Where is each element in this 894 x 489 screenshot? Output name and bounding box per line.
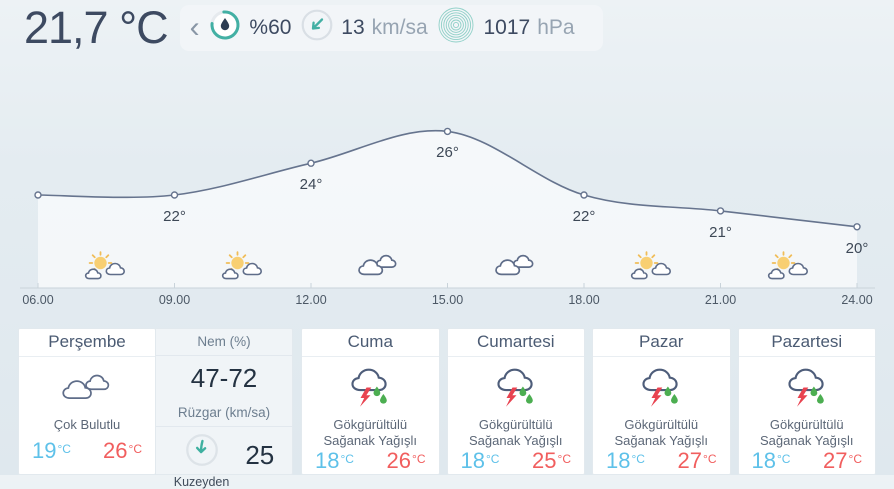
data-point-marker	[170, 191, 179, 199]
thunderstorm-icon	[739, 357, 876, 416]
thunderstorm-icon	[302, 357, 439, 416]
day-card-cuma[interactable]: Cuma Gökgürültülü Sağanak Yağışlı 18°C 2…	[301, 328, 440, 475]
condition-text: Gökgürültülü Sağanak Yağışlı	[469, 417, 563, 448]
axis-time-label: 18.00	[568, 293, 600, 307]
axis-time-label: 24.00	[841, 293, 873, 307]
chart-temp-label: 26°	[436, 144, 459, 162]
chart-temp-label: 21°	[709, 223, 732, 241]
humidity-range-value: 47-72	[190, 363, 258, 393]
axis-time-label: 15.00	[431, 293, 464, 307]
wind-direction: Kuzeyden	[173, 431, 230, 489]
humidity-metric: %60	[208, 8, 291, 47]
wind-from-north-icon	[183, 431, 221, 474]
axis-time-label: 12.00	[295, 293, 327, 307]
temps-row: 19°C 26°C	[19, 438, 155, 474]
chart-weather-icon-partly-sunny	[767, 251, 811, 290]
temps-row: 18°C 25°C	[448, 448, 585, 484]
day-card-persembe[interactable]: Perşembe Çok Bulutlu 19°C 26°C	[18, 328, 156, 475]
wind-speed-unit: km/sa	[371, 15, 428, 39]
data-point-marker	[716, 207, 725, 215]
wind-metric: 13 km/sa	[300, 8, 428, 47]
wind-label: Rüzgar (km/sa)	[156, 400, 292, 427]
chart-weather-icon-cloudy	[357, 251, 401, 284]
day-name: Perşembe	[19, 329, 155, 357]
thunderstorm-icon	[448, 357, 585, 416]
wind-direction-label: Kuzeyden	[173, 475, 230, 489]
min-temperature: 19°C	[32, 438, 71, 463]
chart-weather-icon-partly-sunny	[630, 251, 674, 290]
min-temperature: 18°C	[751, 448, 791, 474]
chart-temp-label: 24°	[299, 176, 323, 194]
temperature-curve	[20, 127, 875, 289]
day-card-pazar[interactable]: Pazar Gökgürültülü Sağanak Yağışlı 18°C …	[592, 328, 731, 475]
current-temperature: 21,7 °C	[24, 1, 169, 53]
condition-text: Gökgürültülü Sağanak Yağışlı	[323, 417, 417, 448]
humidity-gauge-icon	[208, 8, 242, 47]
chart-weather-icon-partly-sunny	[84, 251, 128, 290]
data-point-marker	[307, 159, 315, 167]
max-temperature: 26°C	[103, 438, 142, 463]
top-bar: 21,7 °C ‹ %60 13 km/sa	[0, 0, 894, 55]
pressure-unit: hPa	[537, 15, 575, 39]
day-name: Pazar	[593, 329, 730, 357]
temps-row: 18°C 26°C	[302, 448, 439, 484]
max-temperature: 27°C	[677, 448, 717, 474]
max-temperature: 27°C	[823, 448, 862, 474]
chart-weather-icon-cloudy	[494, 251, 538, 284]
hourly-temperature-chart: 22° 24° 26° 22° 21° 20° 06.00 09.00 12.00 15.00 18…	[0, 55, 894, 308]
cloudy-icon	[19, 357, 155, 416]
wind-speed-value: 13	[341, 15, 365, 39]
temps-row: 18°C 27°C	[739, 448, 876, 484]
axis-time-label: 06.00	[22, 293, 54, 307]
max-temperature: 25°C	[532, 448, 571, 474]
day-name: Cuma	[302, 329, 439, 357]
pressure-value: 1017	[483, 15, 531, 39]
humidity-label: Nem (%)	[156, 329, 292, 356]
chart-temp-label: 22°	[572, 208, 596, 225]
min-temperature: 18°C	[315, 448, 354, 474]
wind-direction-icon	[300, 8, 334, 47]
temperature-area-fill	[38, 130, 857, 288]
data-point-marker	[34, 191, 42, 199]
pressure-rings-icon	[436, 5, 476, 50]
data-point-marker	[853, 223, 861, 231]
condition-text: Çok Bulutlu	[53, 417, 121, 432]
data-point-marker	[443, 127, 452, 136]
chart-temp-label: 20°	[845, 239, 869, 257]
max-temperature: 26°C	[386, 448, 426, 474]
chart-weather-icon-partly-sunny	[221, 251, 265, 290]
wind-row: Kuzeyden 25	[156, 427, 292, 489]
chevron-left-icon[interactable]: ‹	[189, 10, 200, 44]
min-temperature: 18°C	[460, 448, 500, 474]
chart-temp-label: 22°	[163, 208, 186, 225]
wind-speed: 25	[245, 440, 275, 470]
condition-text: Gökgürültülü Sağanak Yağışlı	[760, 417, 854, 448]
day-name: Cumartesi	[447, 329, 584, 357]
thunderstorm-icon	[593, 357, 730, 416]
day-card-pazartesi[interactable]: Pazartesi Gökgürültülü Sağanak Yağışlı 1…	[737, 328, 876, 475]
data-point-marker	[580, 191, 588, 199]
today-stats-panel: Nem (%) 47-72 Rüzgar (km/sa) Kuzeyden 25	[156, 328, 293, 489]
temps-row: 18°C 27°C	[593, 448, 730, 484]
min-temperature: 18°C	[606, 448, 645, 474]
metrics-panel: ‹ %60 13 km/sa	[179, 4, 603, 51]
forecast-cards: Perşembe Çok Bulutlu 19°C 26°C Nem (%) 4…	[0, 328, 894, 489]
day-name: Pazartesi	[738, 329, 875, 357]
humidity-value: %60	[249, 15, 292, 39]
today-group: Perşembe Çok Bulutlu 19°C 26°C Nem (%) 4…	[18, 328, 294, 489]
day-card-cumartesi[interactable]: Cumartesi Gökgürültülü Sağanak Yağışlı 1…	[446, 328, 585, 475]
axis-time-label: 21.00	[704, 293, 737, 307]
pressure-metric: 1017 hPa	[436, 5, 575, 50]
axis-time-label: 09.00	[158, 293, 191, 307]
condition-text: Gökgürültülü Sağanak Yağışlı	[614, 417, 708, 448]
